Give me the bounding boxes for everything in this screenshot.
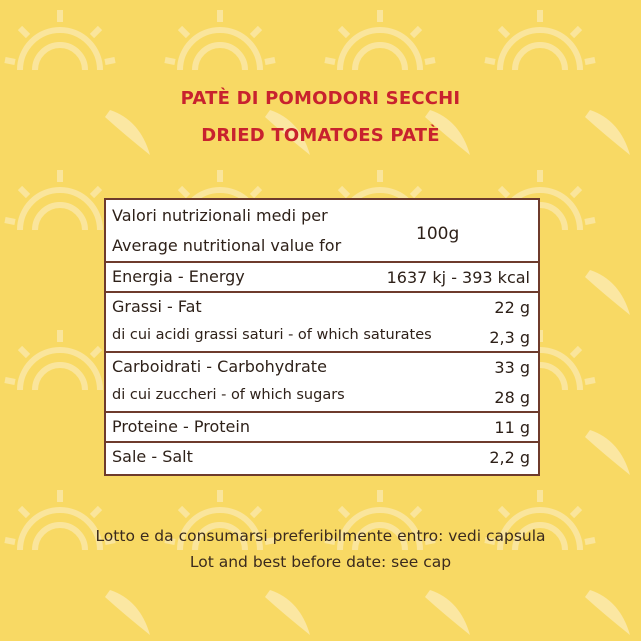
row-value: 28 g: [494, 388, 530, 407]
row-label: Carboidrati - Carbohydrate: [112, 357, 327, 376]
header-label: Valori nutrizionali medi per: [112, 206, 328, 225]
row-separator: [106, 441, 538, 443]
row-value: 2,3 g: [489, 328, 530, 347]
row-value: 33 g: [494, 358, 530, 377]
row-label: Proteine - Protein: [112, 417, 250, 436]
sub-label: di cui acidi grassi saturi - of which sa…: [112, 327, 432, 343]
row-value: 1637 kj - 393 kcal: [386, 268, 530, 287]
footer-line: Lotto e da consumarsi preferibilmente en…: [95, 527, 546, 545]
row-separator: [106, 291, 538, 293]
header-amount: 100g: [416, 224, 460, 244]
row-separator: [106, 351, 538, 353]
row-label: Energia - Energy: [112, 267, 245, 286]
nutrition-table: Valori nutrizionali medi per Average nut…: [104, 198, 540, 476]
row-separator: [106, 411, 538, 413]
footer-line: Lot and best before date: see cap: [189, 553, 452, 571]
row-value: 2,2 g: [489, 448, 530, 467]
title-line: PATÈ DI POMODORI SECCHI: [180, 88, 461, 109]
header-label: Average nutritional value for: [112, 236, 342, 255]
sub-label: di cui zuccheri - of which sugars: [112, 387, 345, 403]
title-line: DRIED TOMATOES PATÈ: [201, 125, 440, 146]
row-separator: [106, 261, 538, 263]
row-value: 11 g: [494, 418, 530, 437]
row-label: Sale - Salt: [112, 447, 193, 466]
row-value: 22 g: [494, 298, 530, 317]
row-label: Grassi - Fat: [112, 297, 202, 316]
